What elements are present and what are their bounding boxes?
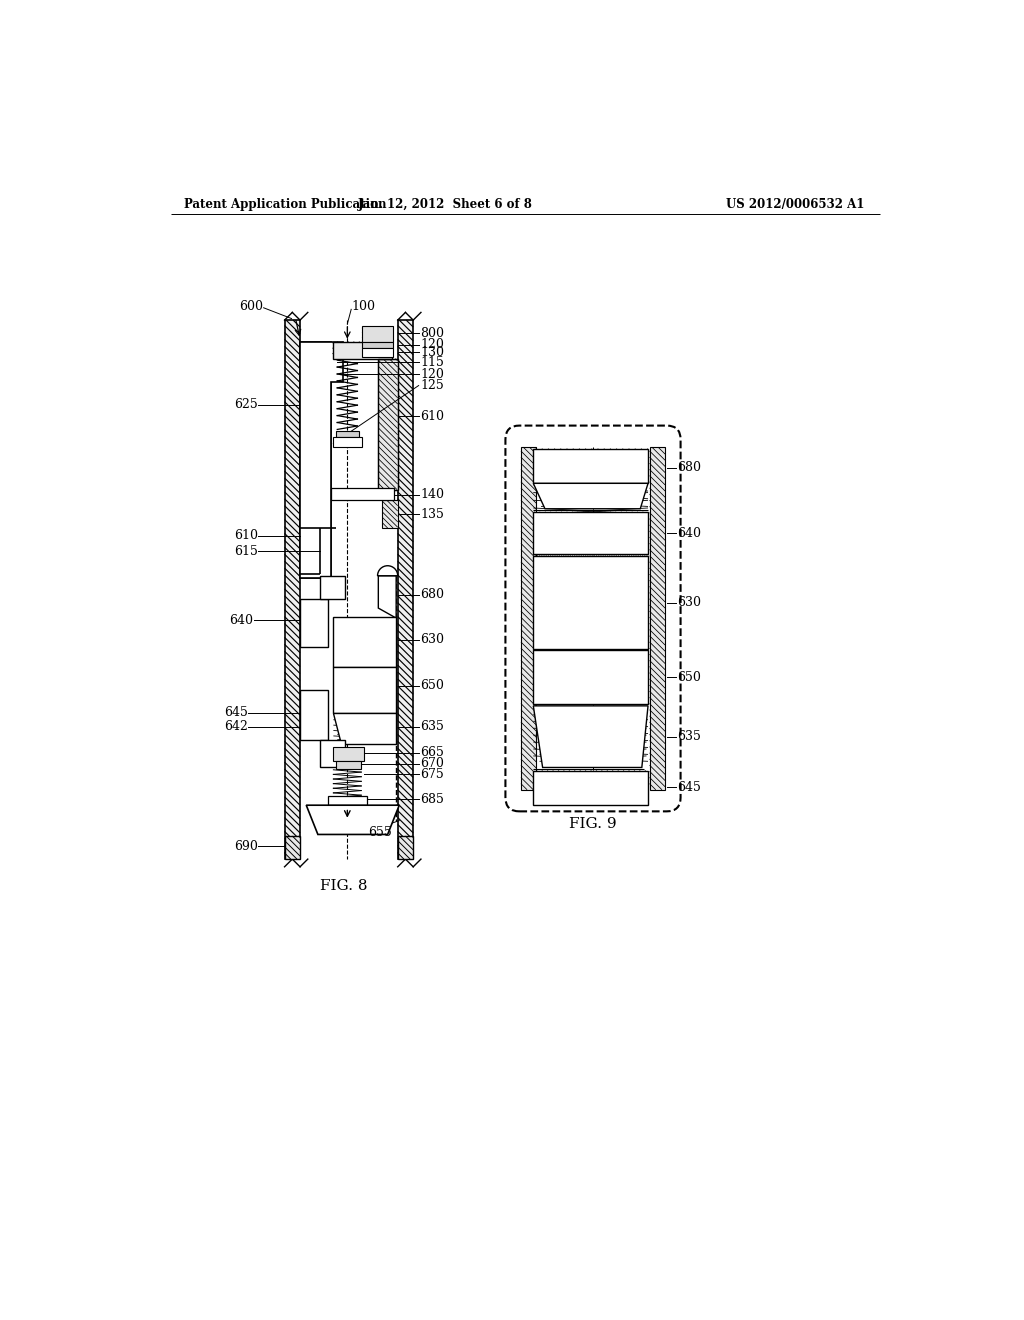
Polygon shape [397,836,414,859]
Polygon shape [336,430,359,437]
Text: 655: 655 [369,826,392,840]
Polygon shape [362,342,393,348]
Text: 675: 675 [420,768,444,781]
Text: FIG. 9: FIG. 9 [569,817,616,832]
Text: 635: 635 [420,721,444,733]
Polygon shape [382,500,397,528]
Polygon shape [534,706,648,767]
Polygon shape [334,616,396,667]
Polygon shape [534,483,648,508]
Text: 600: 600 [240,300,263,313]
FancyBboxPatch shape [506,425,681,812]
Text: 670: 670 [420,758,444,770]
Polygon shape [378,576,396,618]
Text: 640: 640 [229,614,254,627]
Text: 665: 665 [420,746,444,759]
Text: 130: 130 [420,346,444,359]
Polygon shape [534,651,648,705]
Text: 610: 610 [234,529,258,543]
Polygon shape [534,449,648,483]
Polygon shape [285,836,300,859]
Text: 680: 680 [420,589,444,602]
Polygon shape [334,667,396,713]
Text: 120: 120 [420,367,444,380]
Text: 635: 635 [678,730,701,743]
Text: 125: 125 [420,379,444,392]
Text: 685: 685 [420,792,444,805]
Text: 650: 650 [420,680,444,693]
Polygon shape [328,796,367,805]
Text: 140: 140 [420,488,444,502]
Text: 680: 680 [678,462,701,474]
Text: US 2012/0006532 A1: US 2012/0006532 A1 [726,198,864,211]
Polygon shape [333,342,391,359]
Text: 640: 640 [678,527,701,540]
Polygon shape [300,599,328,647]
Polygon shape [321,576,345,599]
Polygon shape [300,689,328,739]
Polygon shape [397,321,414,859]
Text: 615: 615 [234,545,258,557]
Text: 650: 650 [678,671,701,684]
Polygon shape [334,713,396,743]
Polygon shape [333,747,364,760]
Text: 690: 690 [234,840,258,853]
Text: Jan. 12, 2012  Sheet 6 of 8: Jan. 12, 2012 Sheet 6 of 8 [358,198,534,211]
Polygon shape [285,321,300,859]
Text: 642: 642 [224,721,248,733]
Polygon shape [336,760,360,770]
Polygon shape [300,342,343,578]
Polygon shape [362,348,393,358]
Text: 800: 800 [420,326,444,339]
Text: 625: 625 [234,399,258,412]
Polygon shape [331,488,394,500]
Text: 115: 115 [420,356,444,370]
Polygon shape [321,739,345,767]
Text: 120: 120 [420,338,444,351]
Polygon shape [333,437,362,447]
Text: 645: 645 [678,781,701,795]
Text: 630: 630 [678,597,701,610]
Text: 630: 630 [420,634,444,647]
Text: 645: 645 [224,706,248,719]
Polygon shape [534,512,648,554]
Polygon shape [300,342,331,578]
Polygon shape [362,326,393,342]
Text: FIG. 8: FIG. 8 [319,879,368,894]
Polygon shape [306,805,399,834]
Polygon shape [521,447,537,789]
Text: 610: 610 [420,409,444,422]
Polygon shape [649,447,665,789]
Polygon shape [534,557,648,649]
Polygon shape [534,771,648,805]
Polygon shape [378,359,397,490]
Text: Patent Application Publication: Patent Application Publication [183,198,386,211]
Text: 135: 135 [420,508,444,520]
Text: 100: 100 [351,300,375,313]
Wedge shape [378,566,397,576]
